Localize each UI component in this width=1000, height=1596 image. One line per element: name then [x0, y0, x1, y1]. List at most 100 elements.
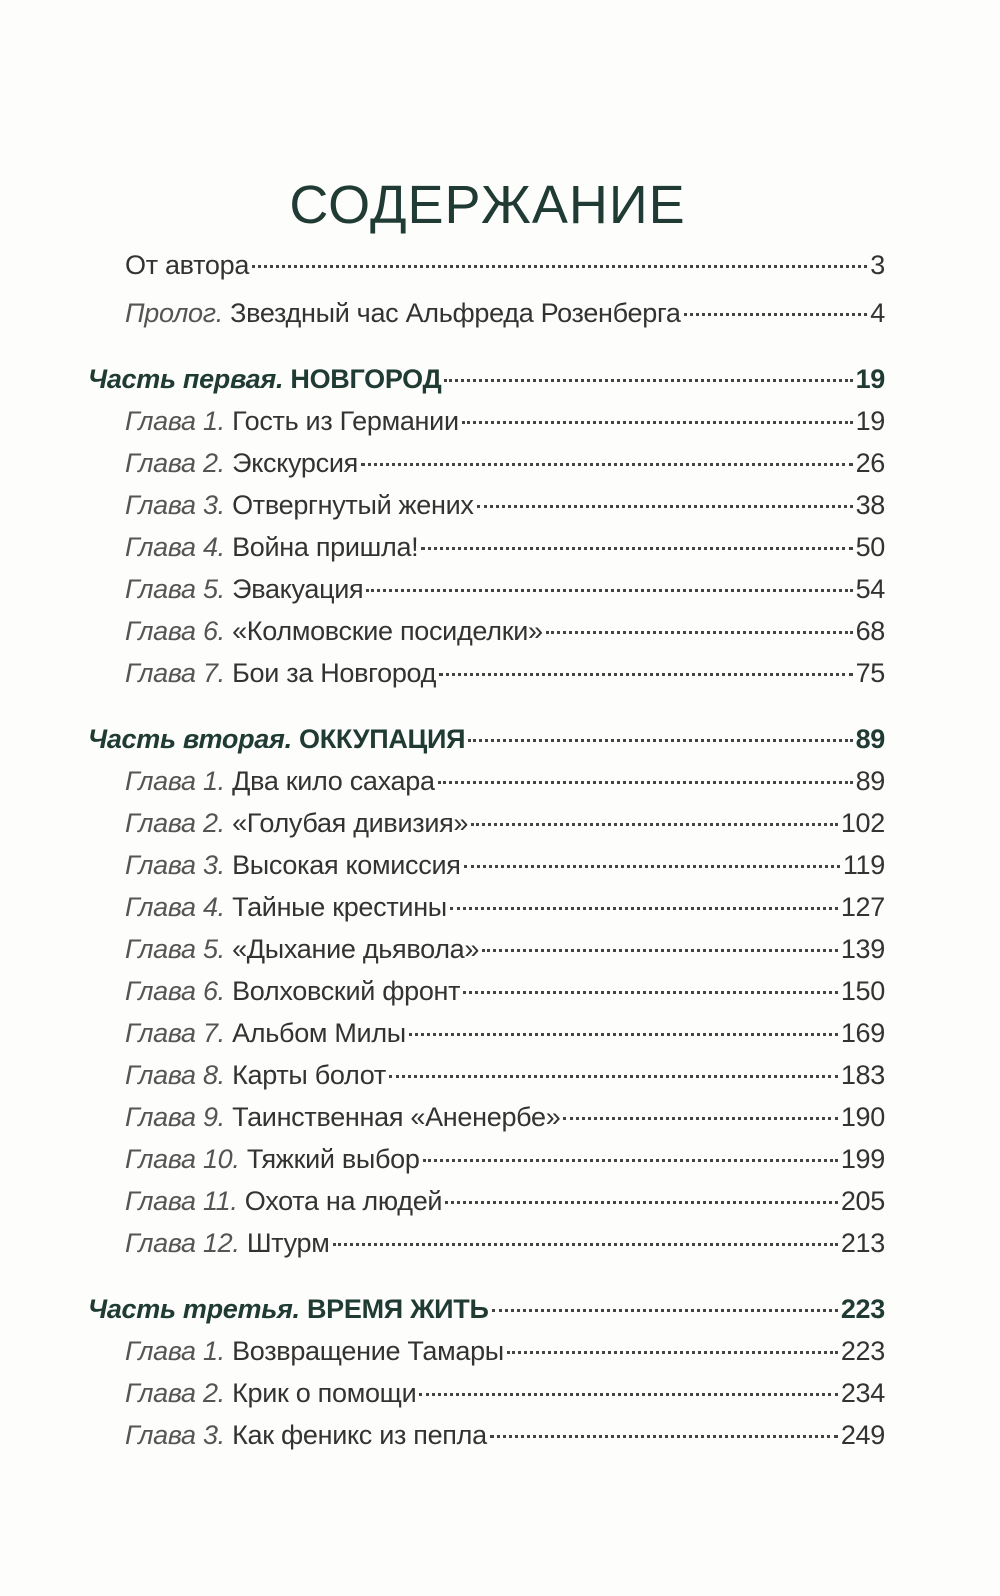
chapter-entry[interactable]: Глава 1. Возвращение Тамары 223	[125, 1330, 885, 1372]
dot-leader	[444, 379, 853, 382]
dot-leader	[463, 991, 838, 994]
chapter-entry[interactable]: Глава 3. Отвергнутый жених 38	[125, 484, 885, 526]
page-number: 68	[855, 616, 886, 646]
dot-leader	[461, 421, 853, 424]
dot-leader	[366, 589, 853, 592]
entry-label: Глава 7.	[125, 1018, 225, 1048]
chapter-entry[interactable]: Глава 4. Тайные крестины 127	[125, 886, 885, 928]
page-number: 205	[840, 1186, 885, 1216]
page-number: 183	[840, 1060, 885, 1090]
entry-title: Таинственная «Аненербе»	[232, 1102, 561, 1132]
page-number: 213	[840, 1228, 885, 1258]
chapter-entry[interactable]: Глава 11. Охота на людей 205	[125, 1180, 885, 1222]
entry-title: ВРЕМЯ ЖИТЬ	[306, 1294, 489, 1324]
page-number: 89	[855, 724, 886, 754]
toc-entry[interactable]: От автора 3	[125, 244, 885, 286]
entry-title: Карты болот	[232, 1060, 386, 1090]
chapter-entry[interactable]: Глава 7. Бои за Новгород 75	[125, 652, 885, 694]
chapter-entry[interactable]: Глава 5. «Дыхание дьявола» 139	[125, 928, 885, 970]
dot-leader	[563, 1117, 838, 1120]
entry-label: Глава 6.	[125, 976, 225, 1006]
dot-leader	[360, 463, 853, 466]
chapter-entry[interactable]: Глава 6. «Колмовские посиделки» 68	[125, 610, 885, 652]
entry-label: Глава 12.	[125, 1228, 240, 1258]
entry-title: «Голубая дивизия»	[232, 808, 469, 838]
entry-label: Глава 2.	[125, 808, 225, 838]
chapter-entry[interactable]: Глава 2. «Голубая дивизия» 102	[125, 802, 885, 844]
entry-title: Тайные крестины	[232, 892, 447, 922]
dot-leader	[468, 739, 853, 742]
entry-label: Глава 4.	[125, 892, 225, 922]
entry-label: Глава 2.	[125, 448, 225, 478]
chapter-entry[interactable]: Глава 6. Волховский фронт 150	[125, 970, 885, 1012]
entry-label: Глава 8.	[125, 1060, 225, 1090]
dot-leader	[408, 1033, 838, 1036]
dot-leader	[449, 907, 838, 910]
table-of-contents: От автора 3 Пролог. Звездный час Альфреда …	[0, 244, 1000, 1456]
chapter-entry[interactable]: Глава 10. Тяжкий выбор 199	[125, 1138, 885, 1180]
entry-title: Звездный час Альфреда Розенберга	[230, 298, 681, 328]
chapter-entry[interactable]: Глава 1. Гость из Германии 19	[125, 400, 885, 442]
part-heading[interactable]: Часть вторая. ОККУПАЦИЯ 89	[88, 718, 885, 760]
entry-label: Часть третья.	[88, 1294, 300, 1324]
page-number: 223	[840, 1294, 885, 1324]
page-number: 169	[840, 1018, 885, 1048]
page-number: 119	[842, 850, 885, 880]
part-heading[interactable]: Часть первая. НОВГОРОД 19	[88, 358, 885, 400]
page-number: 38	[855, 490, 886, 520]
entry-title: Экскурсия	[232, 448, 358, 478]
chapter-entry[interactable]: Глава 2. Крик о помощи 234	[125, 1372, 885, 1414]
page-number: 50	[855, 532, 886, 562]
page-number: 4	[870, 298, 885, 328]
entry-title: «Дыхание дьявола»	[232, 934, 480, 964]
part-heading[interactable]: Часть третья. ВРЕМЯ ЖИТЬ 223	[88, 1288, 885, 1330]
chapter-entry[interactable]: Глава 7. Альбом Милы 169	[125, 1012, 885, 1054]
chapter-entry[interactable]: Глава 8. Карты болот 183	[125, 1054, 885, 1096]
dot-leader	[437, 781, 853, 784]
page-number: 139	[840, 934, 885, 964]
entry-title: Гость из Германии	[232, 406, 459, 436]
chapter-entry[interactable]: Глава 12. Штурм 213	[125, 1222, 885, 1264]
chapter-entry[interactable]: Глава 9. Таинственная «Аненербе» 190	[125, 1096, 885, 1138]
entry-title: Возвращение Тамары	[232, 1336, 504, 1366]
entry-label: Глава 4.	[125, 532, 225, 562]
dot-leader	[545, 631, 853, 634]
chapter-entry[interactable]: Глава 5. Эвакуация 54	[125, 568, 885, 610]
dot-leader	[489, 1435, 838, 1438]
page-number: 102	[840, 808, 885, 838]
entry-title: Высокая комиссия	[232, 850, 461, 880]
dot-leader	[388, 1075, 838, 1078]
entry-label: Глава 5.	[125, 934, 225, 964]
page-number: 54	[855, 574, 886, 604]
chapter-entry[interactable]: Глава 3. Как феникс из пепла 249	[125, 1414, 885, 1456]
entry-label: Глава 6.	[125, 616, 225, 646]
dot-leader	[439, 673, 853, 676]
dot-leader	[252, 265, 868, 268]
chapter-entry[interactable]: Глава 1. Два кило сахара 89	[125, 760, 885, 802]
entry-label: Глава 10.	[125, 1144, 240, 1174]
chapter-entry[interactable]: Глава 2. Экскурсия 26	[125, 442, 885, 484]
dot-leader	[683, 313, 868, 316]
page-title: СОДЕРЖАНИЕ	[289, 175, 686, 236]
entry-title: «Колмовские посиделки»	[232, 616, 543, 646]
page-number: 234	[840, 1378, 885, 1408]
entry-title: Волховский фронт	[232, 976, 461, 1006]
chapter-entry[interactable]: Глава 4. Война пришла! 50	[125, 526, 885, 568]
entry-title: Как феникс из пепла	[232, 1420, 487, 1450]
entry-title: Война пришла!	[232, 532, 419, 562]
chapter-entry[interactable]: Глава 3. Высокая комиссия 119	[125, 844, 885, 886]
entry-title: Два кило сахара	[232, 766, 435, 796]
dot-leader	[332, 1243, 838, 1246]
dot-leader	[419, 1393, 838, 1396]
toc-entry[interactable]: Пролог. Звездный час Альфреда Розенберга…	[125, 292, 885, 334]
dot-leader	[422, 1159, 838, 1162]
dot-leader	[463, 865, 840, 868]
entry-title: Отвергнутый жених	[232, 490, 474, 520]
entry-title: Крик о помощи	[232, 1378, 417, 1408]
entry-title: Бои за Новгород	[232, 658, 437, 688]
page-number: 127	[840, 892, 885, 922]
entry-label: Глава 1.	[125, 766, 225, 796]
dot-leader	[421, 547, 853, 550]
entry-title: Охота на людей	[244, 1186, 443, 1216]
entry-label: Глава 1.	[125, 406, 225, 436]
